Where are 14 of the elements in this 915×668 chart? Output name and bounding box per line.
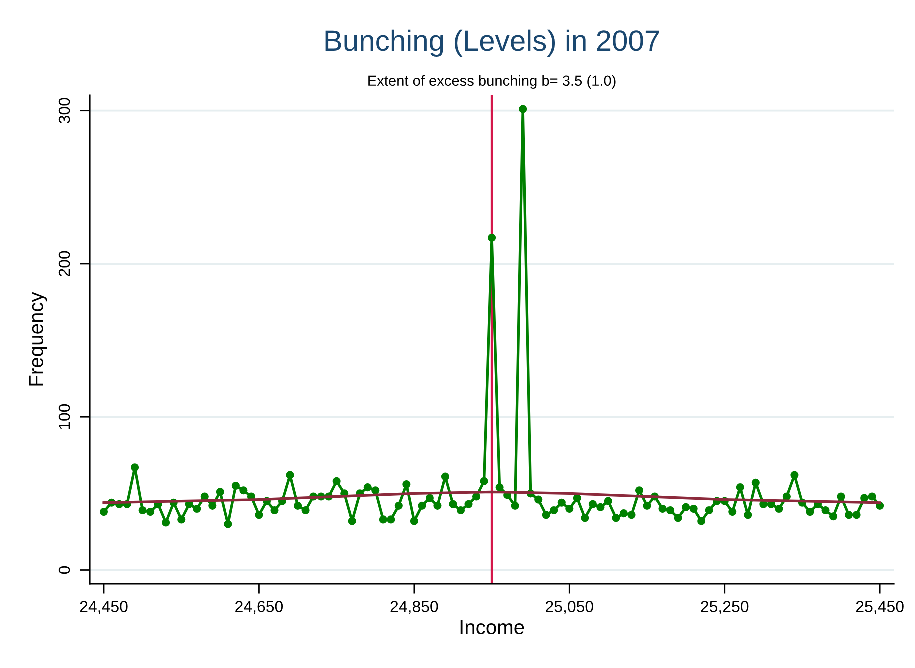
x-tick-label: 24,650 <box>236 601 284 614</box>
y-tick-label: 100 <box>58 404 70 430</box>
y-tick-label: 300 <box>58 98 70 124</box>
chart-subtitle: Extent of excess bunching b= 3.5 (1.0) <box>368 75 616 89</box>
y-tick-label: 200 <box>58 251 70 276</box>
x-tick-label: 25,450 <box>856 601 904 614</box>
y-axis-title: Frequency <box>29 292 48 386</box>
x-tick-label: 25,050 <box>546 601 594 614</box>
x-tick-label: 25,250 <box>701 601 749 614</box>
y-tick-label: 0 <box>58 566 70 574</box>
x-tick-label: 24,450 <box>80 601 128 614</box>
x-axis-title: Income <box>460 620 524 635</box>
chart-title: Bunching (Levels) in 2007 <box>326 30 660 58</box>
x-tick-label: 24,850 <box>390 601 438 614</box>
